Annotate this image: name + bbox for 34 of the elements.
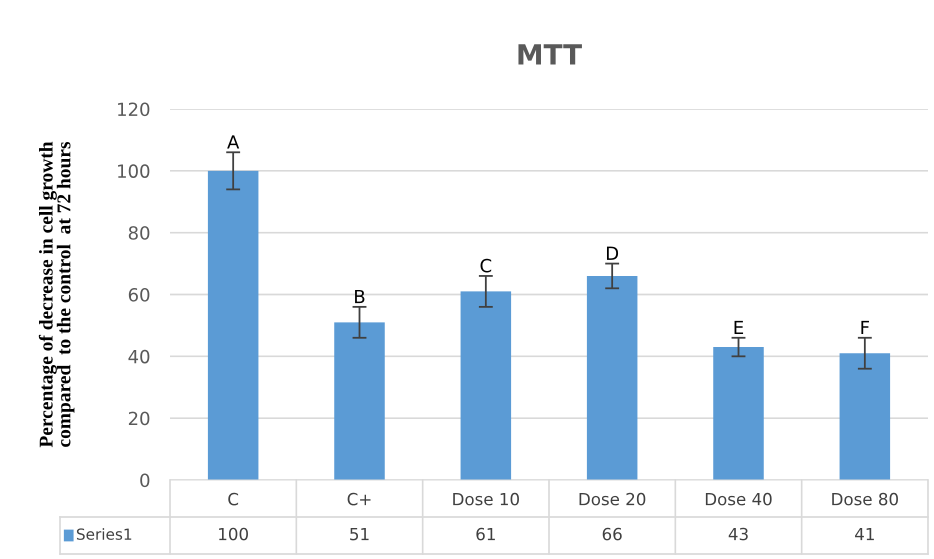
bar <box>840 353 890 480</box>
x-tick-label: Dose 40 <box>706 492 772 506</box>
x-tick-label: Dose 20 <box>580 492 646 506</box>
annotation: A <box>227 135 240 149</box>
annotation: B <box>355 290 364 304</box>
legend-label: Series1 <box>76 528 132 540</box>
bar <box>460 291 512 480</box>
data-label: 51 <box>350 528 369 540</box>
data-label: 43 <box>728 528 748 540</box>
y-tick-label: 20 <box>128 412 150 426</box>
y-tick-label: 100 <box>118 164 150 178</box>
y-tick-label: 0 <box>140 473 150 488</box>
chart-title: MTT <box>518 44 582 65</box>
annotation: C <box>480 258 492 272</box>
x-tick-label: C <box>228 492 238 506</box>
x-tick-label: C+ <box>348 492 371 506</box>
y-tick-label: 80 <box>128 226 150 240</box>
x-tick-label: Dose 10 <box>453 492 519 506</box>
bar <box>208 170 258 480</box>
bar <box>713 347 764 480</box>
annotation: E <box>734 320 744 334</box>
y-tick-label: 40 <box>128 350 150 364</box>
annotation: F <box>861 320 869 334</box>
data-label: 41 <box>855 528 874 540</box>
data-label: 100 <box>219 528 248 540</box>
x-tick-label: Dose 80 <box>832 492 898 506</box>
bar <box>586 276 638 480</box>
data-label: 66 <box>602 528 622 540</box>
bar <box>334 322 385 480</box>
data-label: 61 <box>476 528 495 540</box>
y-tick-label: 120 <box>118 102 150 116</box>
y-tick-label: 60 <box>128 288 150 302</box>
y-axis-title: Percentage of decrease in cell growth compared to the control at 72 hours <box>38 142 74 448</box>
annotation: D <box>606 246 618 260</box>
